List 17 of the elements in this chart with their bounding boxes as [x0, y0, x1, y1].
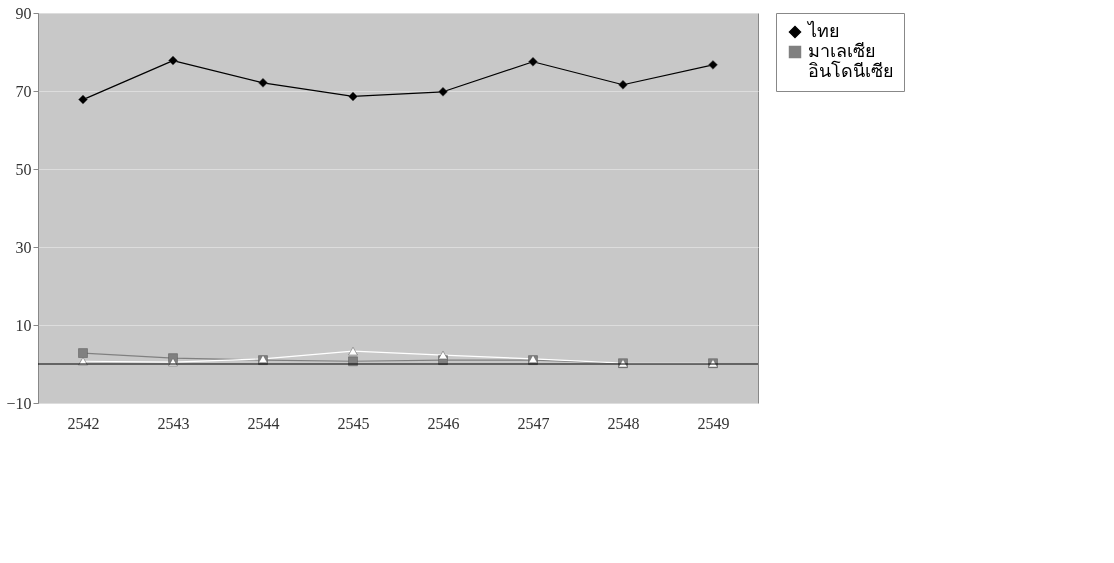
x-tick-label: 2547 — [517, 414, 550, 432]
y-tick-label: 70 — [15, 82, 32, 100]
y-tick-label: 10 — [15, 316, 32, 334]
x-tick-label: 2549 — [697, 414, 730, 432]
x-tick-label: 2545 — [337, 414, 370, 432]
x-tick-label: 2543 — [157, 414, 190, 432]
legend-label: ไทย — [806, 20, 840, 41]
x-tick-label: 2546 — [427, 414, 460, 432]
x-tick-label: 2544 — [247, 414, 280, 432]
x-tick-label: 2548 — [607, 414, 640, 432]
y-tick-label: 90 — [15, 4, 32, 22]
y-tick-label: −10 — [6, 394, 32, 412]
y-tick-label: 50 — [15, 160, 32, 178]
text: อินโดนีเซีย — [808, 60, 894, 81]
x-tick-label: 2542 — [67, 414, 100, 432]
legend-label: มาเลเซีย — [808, 40, 876, 61]
y-tick-label: 30 — [15, 238, 32, 256]
